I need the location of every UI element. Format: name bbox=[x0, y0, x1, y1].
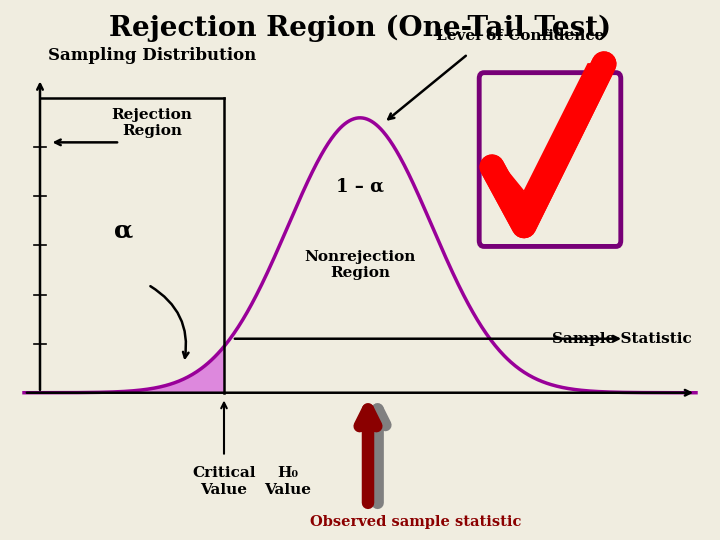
Text: 1 – α: 1 – α bbox=[336, 178, 384, 195]
Text: Rejection Region (One-Tail Test): Rejection Region (One-Tail Test) bbox=[109, 15, 611, 42]
Text: Sampling Distribution: Sampling Distribution bbox=[48, 47, 256, 64]
Polygon shape bbox=[492, 64, 604, 226]
FancyBboxPatch shape bbox=[480, 73, 621, 246]
Text: Rejection
Region: Rejection Region bbox=[112, 107, 192, 138]
Text: Critical
Value: Critical Value bbox=[192, 467, 256, 497]
Text: α: α bbox=[114, 219, 134, 242]
Text: Nonrejection
Region: Nonrejection Region bbox=[305, 250, 415, 280]
Text: Sample Statistic: Sample Statistic bbox=[552, 332, 692, 346]
Text: Level of Confidence: Level of Confidence bbox=[436, 30, 604, 43]
Text: H₀
Value: H₀ Value bbox=[264, 467, 312, 497]
Text: Observed sample statistic: Observed sample statistic bbox=[310, 516, 522, 529]
